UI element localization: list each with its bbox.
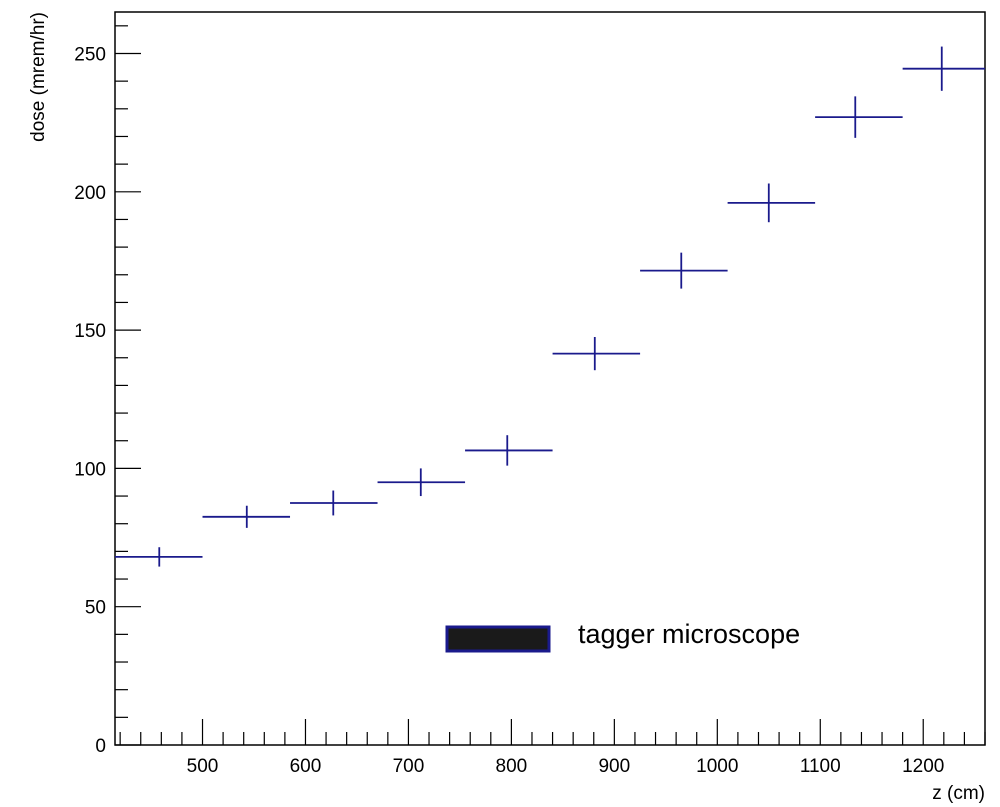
x-axis: 500 600 700 800 900 1000 1100 1200 (119, 719, 986, 777)
x-tick-label: 800 (496, 756, 528, 777)
y-tick-label: 100 (74, 459, 106, 480)
y-axis-title: dose (mrem/hr) (28, 12, 49, 142)
x-tick-label: 900 (598, 756, 630, 777)
y-tick-label: 0 (95, 736, 106, 757)
series-tagger-microscope (115, 46, 985, 567)
y-tick-label: 150 (74, 321, 106, 342)
x-tick-label: 500 (187, 756, 219, 777)
plot-frame (114, 11, 986, 746)
y-tick-label: 250 (74, 44, 106, 65)
x-tick-label: 1200 (902, 756, 944, 777)
x-tick-label: 600 (290, 756, 322, 777)
y-tick-label: 50 (85, 598, 106, 619)
x-tick-label: 1000 (696, 756, 738, 777)
x-axis-title: z (cm) (932, 783, 985, 804)
x-tick-label: 1100 (800, 756, 841, 777)
y-axis: 0 50 100 150 200 250 (74, 25, 141, 757)
legend-label: tagger microscope (578, 619, 800, 649)
x-tick-label: 700 (393, 756, 425, 777)
y-tick-label: 200 (74, 183, 106, 204)
legend-swatch (445, 625, 551, 653)
legend: tagger microscope (445, 619, 800, 653)
